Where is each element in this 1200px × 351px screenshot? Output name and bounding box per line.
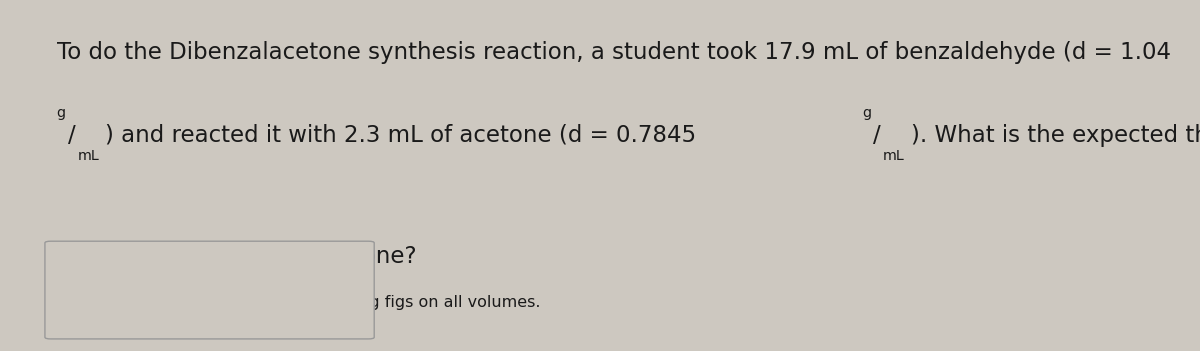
Text: ) and reacted it with 2.3 mL of acetone (d = 0.7845: ) and reacted it with 2.3 mL of acetone … [106, 124, 703, 147]
Text: yield (in g) of dibenzalacetone?: yield (in g) of dibenzalacetone? [56, 245, 416, 267]
Text: ). What is the expected theoretical: ). What is the expected theoretical [911, 124, 1200, 147]
FancyBboxPatch shape [44, 241, 374, 339]
Text: /: / [874, 124, 881, 147]
Text: mL: mL [883, 149, 905, 163]
Text: g: g [56, 106, 66, 120]
Text: g: g [862, 106, 871, 120]
Text: /: / [68, 124, 76, 147]
Text: mL: mL [78, 149, 100, 163]
Text: Due to Canvas limitations, assume 3 sig figs on all volumes.: Due to Canvas limitations, assume 3 sig … [56, 295, 540, 310]
Text: To do the Dibenzalacetone synthesis reaction, a student took 17.9 mL of benzalde: To do the Dibenzalacetone synthesis reac… [56, 41, 1171, 64]
